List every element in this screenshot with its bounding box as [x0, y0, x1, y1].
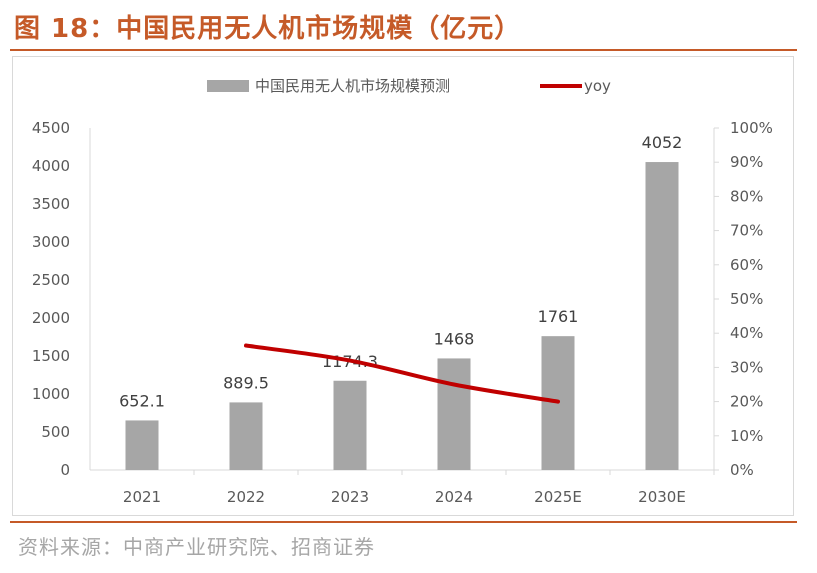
- x-tick-label: 2022: [227, 488, 265, 506]
- bar: [125, 420, 159, 470]
- x-tick-label: 2024: [435, 488, 473, 506]
- chart-frame: [12, 56, 794, 516]
- legend-swatch-bar: [207, 80, 249, 92]
- bar-data-label: 4052: [642, 133, 683, 152]
- y-left-tick-label: 3000: [32, 233, 70, 251]
- bar-data-label: 889.5: [223, 373, 269, 392]
- y-left-tick-label: 4500: [32, 119, 70, 137]
- y-left-tick-label: 0: [60, 461, 70, 479]
- yoy-line: [244, 343, 560, 404]
- y-right-tick-label: 0%: [730, 461, 754, 479]
- y-right-tick-label: 100%: [730, 119, 773, 137]
- x-tick-label: 2023: [331, 488, 369, 506]
- y-right-tick-label: 70%: [730, 222, 763, 240]
- source-rule: [10, 521, 797, 523]
- y-left-tick-label: 1500: [32, 347, 70, 365]
- x-tick-label: 2025E: [534, 488, 582, 506]
- y-right-tick-label: 50%: [730, 290, 763, 308]
- y-left-tick-label: 500: [41, 423, 70, 441]
- bar-data-label: 1468: [434, 329, 475, 348]
- bar: [229, 402, 263, 470]
- title-rule: [10, 49, 797, 51]
- legend-label-bar: 中国民用无人机市场规模预测: [255, 77, 450, 95]
- y-right-tick-label: 80%: [730, 187, 763, 205]
- x-tick-label: 2021: [123, 488, 161, 506]
- bar-data-label: 1761: [538, 307, 579, 326]
- bar: [333, 380, 367, 470]
- y-left-tick-label: 2000: [32, 309, 70, 327]
- source-note: 资料来源：中商产业研究院、招商证券: [18, 535, 375, 559]
- y-right-tick-label: 20%: [730, 393, 763, 411]
- y-right-tick-label: 30%: [730, 358, 763, 376]
- y-left-tick-label: 1000: [32, 385, 70, 403]
- figure-title: 图 18：中国民用无人机市场规模（亿元）: [14, 14, 522, 44]
- legend-label-line: yoy: [584, 77, 611, 95]
- y-right-tick-label: 60%: [730, 256, 763, 274]
- y-right-tick-label: 40%: [730, 324, 763, 342]
- y-left-tick-label: 3500: [32, 195, 70, 213]
- bar-data-label: 652.1: [119, 391, 165, 410]
- x-tick-label: 2030E: [638, 488, 686, 506]
- y-right-tick-label: 90%: [730, 153, 763, 171]
- y-right-tick-label: 10%: [730, 427, 763, 445]
- bar: [645, 162, 679, 470]
- bar: [437, 358, 471, 470]
- y-left-tick-label: 4000: [32, 157, 70, 175]
- y-left-tick-label: 2500: [32, 271, 70, 289]
